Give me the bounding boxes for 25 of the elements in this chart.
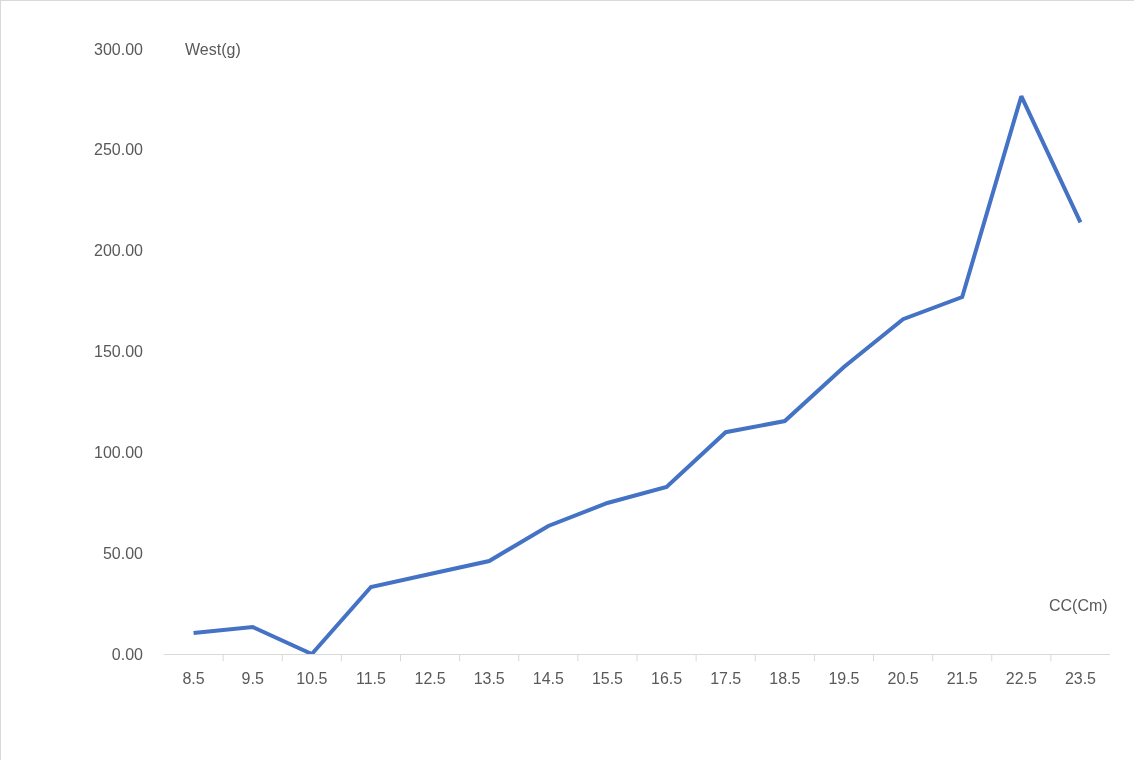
x-tick-label: 19.5	[828, 670, 860, 688]
y-tick-label: 300.00	[94, 40, 144, 58]
x-tick-label: 17.5	[710, 670, 742, 688]
x-tick-label: 20.5	[887, 670, 919, 688]
y-tick-label: 0.00	[111, 645, 144, 663]
x-tick-label: 16.5	[650, 670, 683, 688]
y-tick-label: 250.00	[94, 141, 144, 159]
x-tick-label: 9.5	[241, 670, 264, 688]
x-tick-label: 13.5	[473, 670, 505, 688]
x-tick-label: 8.5	[182, 670, 205, 688]
x-tick-label: 11.5	[355, 670, 387, 688]
x-tick-label: 10.5	[296, 670, 328, 688]
x-tick-label: 21.5	[946, 670, 978, 688]
y-tick-label: 100.00	[94, 443, 144, 461]
x-tick-label: 22.5	[1005, 670, 1037, 688]
y-tick-label: 50.00	[102, 544, 144, 562]
x-axis-title: CC(Cm)	[1049, 597, 1108, 614]
y-tick-label: 200.00	[94, 242, 144, 260]
x-tick-label: 14.5	[532, 670, 564, 688]
x-tick-label: 18.5	[769, 670, 801, 688]
x-tick-label: 15.5	[591, 670, 624, 688]
y-axis-title: West(g)	[185, 41, 241, 58]
y-tick-label: 150.00	[94, 343, 144, 361]
x-tick-label: 23.5	[1064, 670, 1097, 688]
x-tick-label: 12.5	[414, 670, 446, 688]
